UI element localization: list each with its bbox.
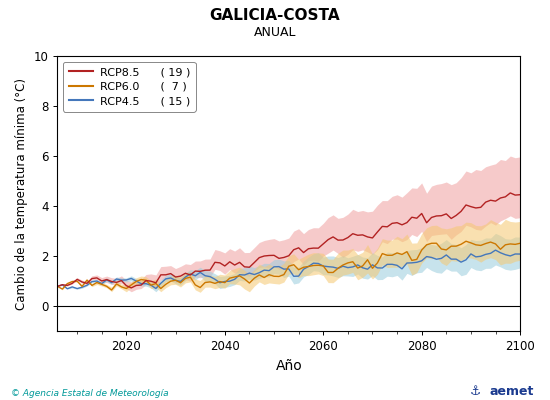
Y-axis label: Cambio de la temperatura mínima (°C): Cambio de la temperatura mínima (°C) bbox=[15, 78, 28, 310]
Text: ANUAL: ANUAL bbox=[254, 26, 296, 39]
Legend: RCP8.5      ( 19 ), RCP6.0      (  7 ), RCP4.5      ( 15 ): RCP8.5 ( 19 ), RCP6.0 ( 7 ), RCP4.5 ( 15… bbox=[63, 62, 196, 112]
Text: GALICIA-COSTA: GALICIA-COSTA bbox=[210, 8, 340, 23]
Text: aemet: aemet bbox=[489, 385, 534, 398]
Text: © Agencia Estatal de Meteorología: © Agencia Estatal de Meteorología bbox=[11, 389, 169, 398]
Text: ⚓: ⚓ bbox=[470, 385, 481, 398]
X-axis label: Año: Año bbox=[276, 359, 302, 373]
